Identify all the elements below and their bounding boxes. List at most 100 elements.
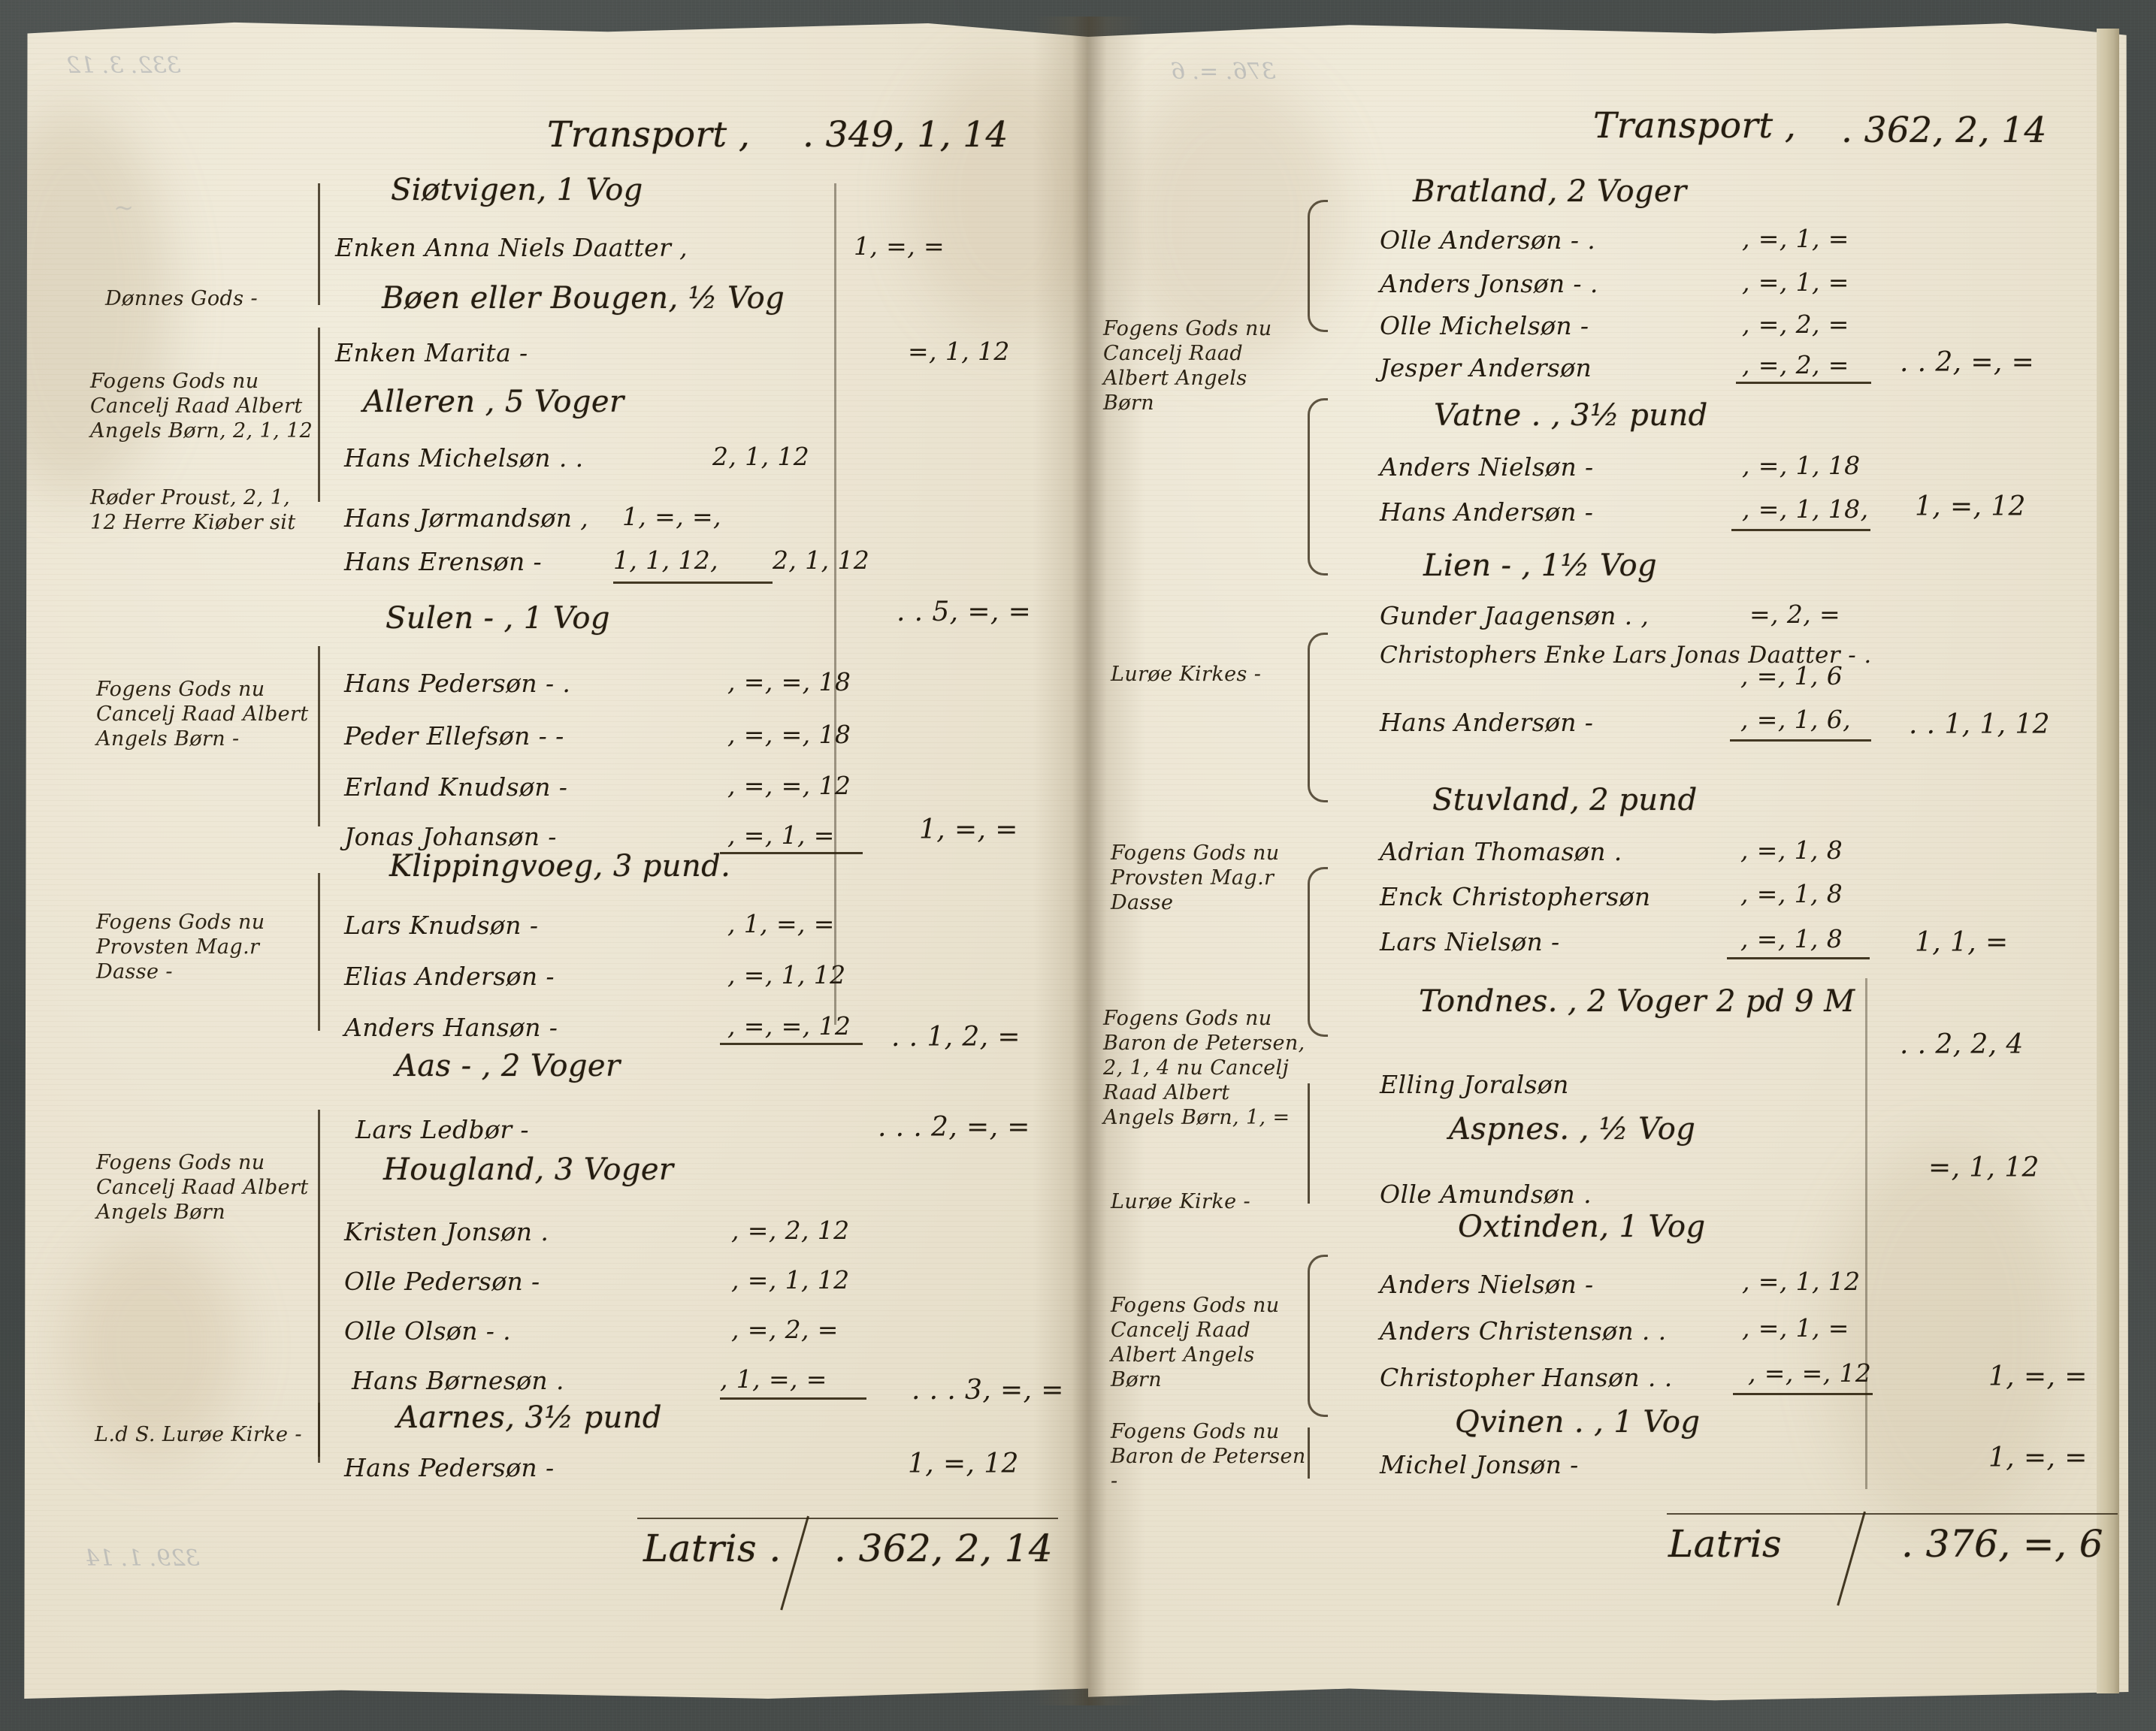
tenant-amount: , =, =, 18 [727,667,851,696]
farm-heading: Aspnes. , ½ Vog [1449,1112,1696,1146]
margin-note: Fogens Gods nu Cancelj Raad Albert Angel… [1111,1294,1280,1391]
tenant-amount: 1, =, = [854,231,945,261]
tenant-amount: , =, 1, 8 [1740,924,1843,953]
section-bracket [1308,867,1328,1037]
tenant-name: Jesper Andersøn [1380,353,1592,382]
tenant-amount: , 1, =, = [727,909,835,938]
section-bracket [1308,200,1328,332]
sum-rule [637,1518,1058,1519]
sum-underline [1731,529,1870,531]
tenant-amount: , =, 2, = [1742,350,1849,379]
farm-heading: Aas - , 2 Voger [395,1049,621,1083]
right-sum-label: Latris [1668,1522,1783,1566]
sum-underline [720,1043,863,1045]
margin-note: Fogens Gods nu Baron de Petersen, 2, 1, … [1103,1007,1305,1129]
column-rule [318,1403,320,1457]
tenant-amount: , =, =, 12 [1748,1358,1872,1388]
sum-underline [1733,1393,1873,1395]
tenant-name: Kristen Jonsøn . [344,1217,549,1246]
tenant-name: Enken Anna Niels Daatter , [335,233,688,262]
farm-heading: Siøtvigen, 1 Vog [391,173,643,207]
tenant-amount: , =, 1, 8 [1740,879,1843,908]
right-transport-label: Transport , [1593,105,1797,147]
right-sum-value: . 376, =, 6 [1901,1522,2103,1566]
tenant-amount: , =, =, 18 [727,720,851,749]
left-transport-value: . 349, 1, 14 [803,114,1008,156]
tenant-amount: , =, =, 12 [727,771,851,800]
farm-total: . . 2, 2, 4 [1900,1029,2024,1060]
tenant-name: Christopher Hansøn . . [1380,1363,1673,1392]
tenant-name: Anders Christensøn . . [1380,1316,1667,1346]
tenant-amount: =, 2, = [1749,600,1841,629]
column-rule [318,328,320,502]
left-transport-label: Transport , [547,114,751,156]
section-bracket [1308,633,1328,802]
farm-heading: Oxtinden, 1 Vog [1458,1210,1706,1244]
tenant-amount: 1, 1, 12, [613,545,719,575]
paper-fibre-texture [1088,23,2129,1701]
tenant-amount: , =, 1, 12 [1742,1267,1861,1296]
margin-note: Fogens Gods nu Provsten Mag.r Dasse [1111,841,1280,914]
tenant-amount: , =, 1, = [1742,267,1849,297]
tenant-name: Olle Olsøn - . [344,1316,512,1346]
margin-note: Røder Proust, 2, 1, 12 Herre Kiøber sit [90,486,296,534]
tenant-amount: , =, 1, 6 [1740,661,1843,690]
tenant-name: Enken Marita - [335,338,528,367]
farm-heading: Tondnes. , 2 Voger 2 pd 9 M [1419,984,1855,1019]
farm-heading: Lien - , 1½ Vog [1423,548,1657,583]
tenant-amount: , =, 1, 8 [1740,835,1843,865]
section-bracket [1308,398,1328,575]
tenant-name: Hans Pedersøn - [344,1453,555,1482]
amount-column-rule [1865,978,1867,1489]
right-transport-value: . 362, 2, 14 [1841,110,2047,151]
tenant-amount: , =, 2, = [1742,310,1849,339]
tenant-carry-amount: 2, 1, 12 [773,545,870,575]
amount-column-rule [834,183,836,1025]
tenant-amount: 1, =, =, [622,502,721,531]
farm-total: 1, 1, = [1915,927,2009,958]
showthrough-text: 376. =. 6 [1171,59,1276,85]
tenant-name: Hans Jørmandsøn , [344,503,589,533]
sum-underline [1736,382,1871,384]
farm-heading: Qvinen . , 1 Vog [1455,1405,1701,1439]
margin-note: Fogens Gods nu Cancelj Raad Albert Angel… [90,370,313,443]
margin-note: Fogens Gods nu Cancelj Raad Albert Angel… [1103,317,1272,415]
farm-heading: Vatne . , 3½ pund [1434,398,1708,433]
tenant-name: Michel Jonsøn - [1380,1450,1579,1479]
farm-heading: Alleren , 5 Voger [363,385,624,419]
farm-total: 1, =, = [1988,1361,2088,1392]
tenant-name: Lars Nielsøn - [1380,927,1560,956]
tenant-name: Peder Ellefsøn - - [344,721,564,751]
left-sum-label: Latris . [643,1527,782,1570]
farm-total: 1, =, 12 [1915,491,2026,522]
tenant-name: Anders Nielsøn - [1380,452,1594,482]
right-page-edge [2097,29,2119,1693]
column-rule [318,646,320,826]
paper-fibre-texture [24,22,1088,1699]
tenant-name: Olle Andersøn - . [1380,225,1596,255]
tenant-amount: , =, 1, 18 [1742,451,1861,480]
tenant-amount: 2, 1, 12 [712,442,810,471]
tenant-amount: , =, 1, = [1742,1313,1849,1343]
farm-heading: Aarnes, 3½ pund [397,1400,662,1435]
tenant-name: Lars Ledbør - [355,1115,529,1144]
tenant-name: Jonas Johansøn - [344,822,557,851]
tenant-amount: 1, =, 12 [908,1449,1019,1479]
tenant-name: Hans Børnesøn . [352,1366,564,1395]
section-total: . . . 2, =, = [878,1112,1030,1143]
farm-total: =, 1, 12 [1928,1152,2040,1183]
tenant-name: Gunder Jaagensøn . , [1380,601,1650,630]
tenant-name: Anders Nielsøn - [1380,1270,1594,1299]
tenant-name: Adrian Thomasøn . [1380,837,1622,866]
tenant-amount: , =, 1, = [1742,224,1849,253]
tenant-amount: , =, 1, 18, [1742,494,1869,524]
tenant-amount: , =, =, 12 [727,1011,851,1041]
sum-underline [1727,957,1870,959]
tenant-name: Lars Knudsøn - [344,911,539,940]
section-total: 1, =, = [919,814,1018,845]
farm-heading: Bøen eller Bougen, ½ Vog [382,281,785,316]
farm-heading: Sulen - , 1 Vog [386,601,610,636]
tenant-amount: , =, 2, = [731,1315,839,1344]
showthrough-text: 332. 3. 12 [66,53,181,79]
